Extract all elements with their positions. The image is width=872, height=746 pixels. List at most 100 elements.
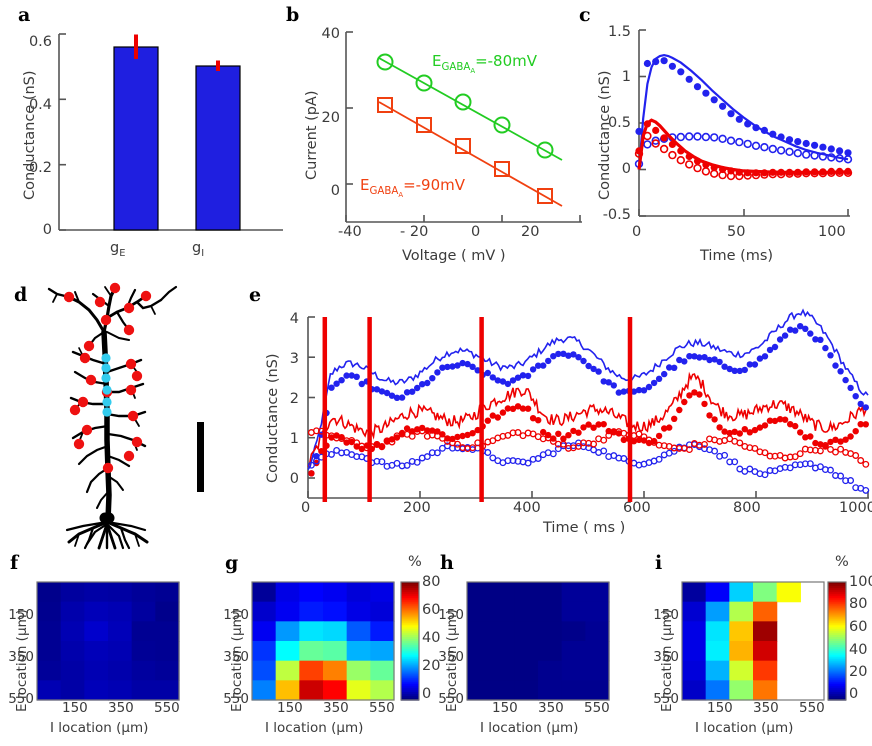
heatmap-cell	[490, 680, 515, 701]
heatmap-cell	[729, 680, 754, 701]
heatmap-cell	[514, 582, 539, 603]
series-marker-open	[559, 440, 567, 448]
colorbar-segment	[828, 597, 846, 601]
series-marker-filled	[716, 358, 723, 366]
heatmap-cell	[682, 660, 707, 681]
heatmap-cell	[490, 641, 515, 662]
colorbar-segment	[828, 591, 846, 595]
series-marker-filled	[595, 421, 602, 428]
heatmap-cell	[323, 582, 348, 603]
series-marker-filled	[807, 330, 814, 337]
series-marker-open	[721, 451, 729, 459]
colorbar-segment	[401, 650, 419, 654]
panel-e-xlabel: Time ( ms )	[543, 520, 626, 536]
series-marker-red-open-data	[735, 171, 744, 181]
panel-i-cbtick-60: 60	[849, 619, 868, 635]
series-marker-filled	[736, 367, 743, 375]
series-marker-filled	[464, 431, 471, 439]
series-marker-filled	[671, 364, 678, 371]
heatmap-cell	[753, 680, 778, 701]
series-marker-filled	[535, 417, 542, 424]
series-marker-filled	[333, 380, 340, 387]
colorbar-segment	[401, 583, 419, 587]
heatmap-cell	[490, 660, 515, 681]
series-marker-filled	[383, 389, 391, 397]
heatmap-cell	[514, 680, 539, 701]
series-marker-blue-open-data	[776, 146, 786, 155]
panel-e-ytick-3: 3	[289, 351, 299, 367]
colorbar-segment	[401, 654, 419, 658]
colorbar-segment	[828, 641, 846, 644]
heatmap-cell	[682, 621, 707, 642]
series-marker-open	[549, 450, 557, 458]
series-marker-filled	[746, 361, 753, 368]
colorbar-segment	[828, 654, 846, 658]
heatmap-cell	[370, 680, 395, 701]
series-marker-blue-open-data	[827, 153, 836, 162]
colorbar-segment	[828, 644, 846, 648]
series-marker-filled	[761, 353, 769, 360]
panel-f: f E location (µm) I location (µm) 150 35…	[0, 552, 218, 746]
colorbar-segment	[401, 597, 419, 601]
heatmap-cell	[155, 660, 180, 681]
series-marker-open	[650, 438, 658, 446]
series-marker-open	[393, 459, 401, 467]
series-marker-filled	[535, 362, 542, 369]
colorbar-segment	[401, 593, 419, 597]
series-marker-filled	[756, 424, 764, 431]
heatmap-cell	[108, 660, 133, 681]
series-marker-filled	[373, 386, 381, 393]
series-marker-blue-filled-data	[652, 58, 660, 66]
colorbar-segment	[401, 635, 419, 638]
series-marker-red-filled-data	[685, 152, 693, 161]
series-marker-filled	[328, 434, 335, 441]
series-marker-open	[751, 444, 759, 452]
series-marker-filled	[504, 380, 512, 388]
series-marker-blue-filled-data	[844, 149, 852, 157]
colorbar-segment	[401, 694, 419, 697]
panel-c-ytick-0: 0	[621, 161, 631, 177]
colorbar-segment	[401, 644, 419, 648]
colorbar-segment	[828, 690, 846, 693]
series-marker-blue-open-data	[843, 155, 853, 164]
panel-b-xlabel: Voltage ( mV )	[402, 248, 506, 264]
series-marker-blue-open-data	[701, 132, 711, 142]
colorbar-segment	[828, 680, 846, 683]
series-marker-blue-filled-data	[685, 75, 693, 83]
series-marker-filled	[439, 364, 446, 371]
panel-i-label: i	[655, 552, 663, 574]
panel-b-ytick-0: 0	[330, 183, 340, 199]
series-marker-filled	[776, 416, 784, 423]
heatmap-cell	[299, 621, 324, 642]
colorbar-segment	[828, 601, 846, 605]
panel-e-ytick-0: 0	[289, 471, 299, 487]
series-marker-open	[685, 446, 693, 454]
heatmap-cell	[585, 601, 610, 622]
series-marker-red-open-data	[776, 170, 786, 179]
series-marker-open	[827, 466, 834, 474]
colorbar-segment	[401, 631, 419, 634]
excitatory-synapse-markers	[63, 282, 152, 474]
colorbar-segment	[828, 676, 846, 680]
series-marker-filled	[403, 425, 411, 432]
series-marker-filled	[348, 372, 355, 379]
panel-c-ytick-1p5: 1.5	[607, 24, 631, 40]
panel-i-xtick-350: 350	[753, 700, 779, 716]
heatmap-cell	[370, 582, 395, 603]
series-marker-blue-filled-data	[802, 139, 810, 148]
colorbar-segment	[828, 688, 846, 691]
series-marker-filled	[771, 417, 779, 425]
panel-e-ytick-2: 2	[289, 391, 299, 407]
panel-i: i E location (µm) I location (µm) 150 35…	[645, 552, 872, 746]
series-marker-filled	[635, 386, 643, 394]
series-marker-filled	[706, 412, 713, 419]
colorbar-segment	[401, 658, 419, 662]
series-marker-filled	[409, 388, 416, 395]
panel-e-xtick-600: 600	[623, 500, 651, 516]
colorbar-segment	[828, 585, 846, 589]
colorbar-segment	[828, 698, 846, 701]
series-marker-blue-filled-data	[760, 126, 768, 134]
panel-g-xlabel: I location (µm)	[265, 720, 364, 736]
heatmap-cell	[729, 660, 754, 681]
heatmap-cell	[155, 601, 180, 622]
